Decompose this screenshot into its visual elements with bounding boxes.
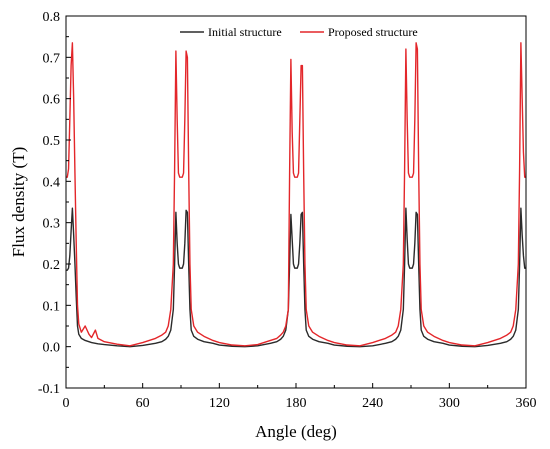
- y-axis-title: Flux density (T): [9, 147, 28, 258]
- series-line-initial: [66, 207, 526, 348]
- y-tick-label: -0.1: [38, 382, 60, 397]
- y-tick-label: 0.8: [43, 10, 61, 25]
- legend-label-initial: Initial structure: [208, 25, 282, 39]
- y-tick-label: 0.3: [43, 217, 61, 232]
- x-tick-label: 240: [362, 396, 383, 411]
- x-tick-label: 180: [286, 396, 307, 411]
- x-axis-title: Angle (deg): [255, 422, 337, 441]
- x-tick-label: 60: [136, 396, 150, 411]
- y-tick-label: 0.5: [43, 134, 61, 149]
- x-tick-label: 360: [516, 396, 537, 411]
- x-tick-label: 0: [63, 396, 70, 411]
- y-tick-label: 0.6: [43, 93, 61, 108]
- y-tick-label: 0.7: [43, 51, 61, 66]
- y-tick-label: 0.1: [43, 299, 61, 314]
- x-tick-label: 120: [209, 396, 230, 411]
- y-tick-label: 0.4: [43, 175, 61, 190]
- legend: Initial structure Proposed structure: [180, 25, 418, 39]
- x-axis: 0 60 120 180 240 300 360: [63, 383, 537, 411]
- series-line-proposed: [66, 42, 526, 347]
- plot-area: [66, 42, 526, 348]
- legend-label-proposed: Proposed structure: [328, 25, 418, 39]
- y-tick-label: 0.0: [43, 341, 61, 356]
- y-tick-label: 0.2: [43, 258, 61, 273]
- x-tick-label: 300: [439, 396, 460, 411]
- y-axis: -0.1 0.0 0.1 0.2 0.3 0.4 0.5 0.6 0.7 0.8: [38, 10, 71, 397]
